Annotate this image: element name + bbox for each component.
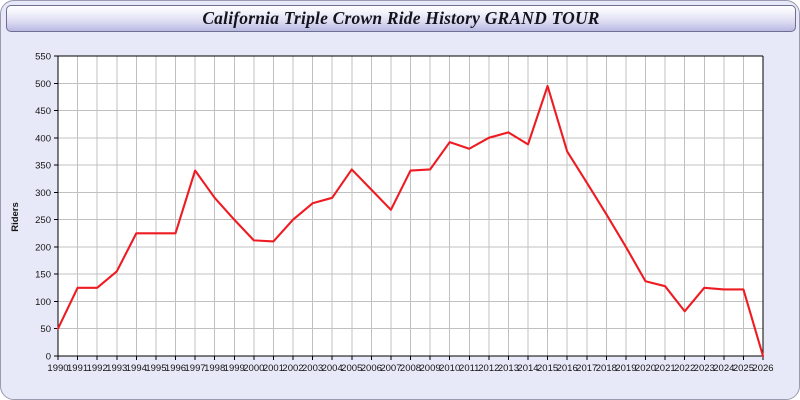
x-tick-label: 2005	[341, 363, 362, 374]
x-tick-label: 2017	[576, 363, 597, 374]
x-tick-label: 1992	[87, 363, 108, 374]
x-tick-label: 2004	[322, 363, 343, 374]
x-tick-label: 2023	[694, 363, 715, 374]
page-title: California Triple Crown Ride History GRA…	[202, 8, 600, 28]
y-tick-label: 400	[35, 133, 51, 144]
x-tick-label: 2013	[498, 363, 519, 374]
y-axis-label: Riders	[10, 202, 21, 232]
x-tick-label: 2016	[557, 363, 578, 374]
x-tick-label: 1999	[224, 363, 245, 374]
x-tick-label: 2022	[674, 363, 695, 374]
x-tick-label: 1997	[185, 363, 206, 374]
x-tick-label: 2006	[361, 363, 382, 374]
y-tick-label: 250	[35, 215, 51, 226]
x-tick-label: 2020	[635, 363, 656, 374]
x-tick-label: 2024	[713, 363, 734, 374]
x-tick-label: 2025	[733, 363, 754, 374]
x-tick-label: 2002	[282, 363, 303, 374]
x-tick-label: 2000	[243, 363, 264, 374]
x-tick-label: 2014	[517, 363, 538, 374]
x-tick-label: 1998	[204, 363, 225, 374]
x-tick-label: 2015	[537, 363, 558, 374]
x-tick-label: 2018	[596, 363, 617, 374]
y-axis-ticks: 0 50 100 150 200 250 300 350 400 450 500 550	[35, 52, 58, 363]
x-tick-label: 2008	[400, 363, 421, 374]
x-tick-label: 2021	[655, 363, 676, 374]
y-tick-label: 0	[46, 352, 51, 363]
x-tick-label: 2026	[752, 363, 773, 374]
plot-area: 0 50 100 150 200 250 300 350 400 450 500 550 1990 19…	[1, 37, 799, 399]
y-tick-label: 200	[35, 242, 51, 253]
data-series-riders	[56, 84, 765, 358]
y-tick-label: 350	[35, 161, 51, 172]
x-tick-label: 2007	[380, 363, 401, 374]
y-tick-label: 300	[35, 188, 51, 199]
x-tick-label: 1996	[165, 363, 186, 374]
x-tick-label: 1995	[145, 363, 166, 374]
x-tick-label: 2010	[439, 363, 460, 374]
gridlines	[58, 56, 763, 356]
x-tick-label: 2019	[615, 363, 636, 374]
x-axis-ticks: 1990199119921993199419951996199719981999…	[47, 356, 774, 374]
x-tick-label: 2009	[420, 363, 441, 374]
chart-title-bar: California Triple Crown Ride History GRA…	[6, 5, 796, 32]
y-tick-label: 550	[35, 52, 51, 63]
x-tick-label: 1993	[106, 363, 127, 374]
x-tick-label: 2001	[263, 363, 284, 374]
y-tick-label: 450	[35, 106, 51, 117]
x-tick-label: 1994	[126, 363, 147, 374]
x-tick-label: 2003	[302, 363, 323, 374]
y-tick-label: 100	[35, 297, 51, 308]
y-tick-label: 50	[40, 324, 51, 335]
x-tick-label: 1990	[47, 363, 68, 374]
y-tick-label: 500	[35, 79, 51, 90]
y-tick-label: 150	[35, 270, 51, 281]
x-tick-label: 2012	[478, 363, 499, 374]
x-tick-label: 2011	[459, 363, 479, 374]
x-tick-label: 1991	[67, 363, 88, 374]
